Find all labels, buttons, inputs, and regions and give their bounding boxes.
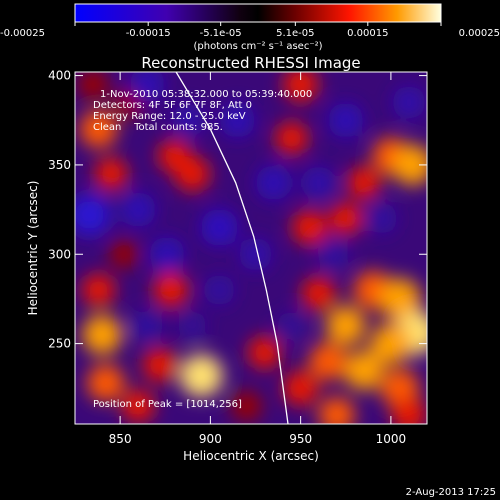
emission-feature	[200, 208, 239, 247]
info-line-energy: Energy Range: 12.0 - 25.0 keV	[93, 111, 246, 122]
emission-feature	[392, 144, 427, 186]
emission-feature	[149, 236, 185, 272]
y-tick-label: 250	[48, 337, 71, 351]
info-line-detectors: Detectors: 4F 5F 6F 7F 8F, Att 0	[93, 100, 252, 111]
peak-position-label: Position of Peak = [1014,256]	[93, 399, 242, 410]
emission-feature	[94, 157, 128, 191]
timestamp: 2-Aug-2013 17:25	[406, 487, 496, 498]
y-tick-label: 350	[48, 158, 71, 172]
emission-feature	[328, 102, 364, 138]
colorbar-tick-label: 0.00015	[347, 28, 388, 39]
colorbar-tick-label: 5.1e-05	[276, 28, 314, 39]
x-tick-label: 1000	[376, 432, 407, 446]
emission-feature	[109, 239, 139, 269]
emission-feature	[275, 121, 309, 155]
emission-feature	[283, 370, 319, 406]
colorbar-tick-label: -0.00025	[0, 28, 45, 39]
emission-feature	[366, 203, 398, 234]
emission-feature	[301, 276, 336, 311]
emission-feature	[370, 323, 412, 364]
chart-title: Reconstructed RHESSI Image	[141, 54, 360, 72]
emission-feature	[219, 102, 256, 138]
y-tick-label: 300	[48, 247, 71, 261]
emission-feature	[172, 103, 206, 137]
emission-feature	[392, 85, 426, 119]
colorbar-tick-label: -0.00015	[126, 28, 171, 39]
emission-feature	[129, 72, 165, 103]
y-axis-ticks: 250 300 350 400	[48, 69, 427, 351]
emission-feature	[77, 72, 109, 100]
emission-feature	[255, 165, 292, 201]
emission-feature	[318, 396, 355, 424]
emission-feature	[239, 237, 273, 271]
emission-feature	[82, 314, 122, 355]
colorbar	[74, 3, 442, 23]
colorbar-tick-label: 0.00025	[459, 28, 500, 39]
emission-feature	[179, 354, 223, 398]
emission-feature	[283, 72, 319, 103]
emission-feature	[329, 202, 363, 236]
emission-map	[75, 72, 427, 424]
solar-limb	[175, 72, 289, 424]
x-tick-label: 900	[199, 432, 222, 446]
emission-feature	[277, 311, 306, 341]
emission-feature	[174, 156, 210, 192]
emission-feature	[317, 238, 349, 270]
emission-feature	[75, 194, 111, 236]
emission-feature	[292, 209, 328, 246]
emission-feature	[142, 347, 177, 383]
emission-feature	[231, 390, 262, 422]
y-axis-label: Heliocentric Y (arcsec)	[26, 181, 40, 316]
emission-feature	[131, 310, 163, 342]
emission-feature	[325, 305, 366, 346]
emission-feature	[302, 166, 336, 200]
emission-feature	[81, 273, 115, 307]
emission-feature	[120, 191, 156, 228]
emission-feature	[86, 364, 125, 402]
x-tick-label: 950	[289, 432, 312, 446]
emission-feature	[153, 272, 189, 308]
emission-feature	[204, 274, 235, 306]
emission-feature	[347, 166, 381, 200]
emission-feature	[79, 110, 118, 148]
plot-frame	[74, 71, 428, 425]
x-tick-label: 850	[109, 432, 132, 446]
observation-info: 1-Nov-2010 05:38:32.000 to 05:39:40.000 …	[93, 89, 312, 133]
emission-feature	[309, 342, 347, 381]
y-tick-label: 400	[48, 69, 71, 83]
info-line-time: 1-Nov-2010 05:38:32.000 to 05:39:40.000	[100, 89, 312, 100]
colorbar-tick-label: -5.1e-05	[200, 28, 242, 39]
emission-feature	[121, 389, 155, 423]
colorbar-ticks: -0.00025 -0.00015 -5.1e-05 5.1e-05 0.00015 0.…	[0, 22, 500, 39]
emission-feature	[178, 311, 207, 341]
info-line-clean: Clean Total counts: 985.	[93, 122, 223, 133]
x-axis-label: Heliocentric X (arcsec)	[183, 449, 319, 463]
emission-feature	[248, 336, 282, 370]
emission-feature	[379, 278, 421, 320]
emission-feature	[344, 350, 384, 391]
emission-feature	[391, 397, 427, 424]
colorbar-unit-label: (photons cm⁻² s⁻¹ asec⁻²)	[193, 41, 322, 52]
x-axis-ticks: 850 900 950 1000	[109, 72, 406, 446]
